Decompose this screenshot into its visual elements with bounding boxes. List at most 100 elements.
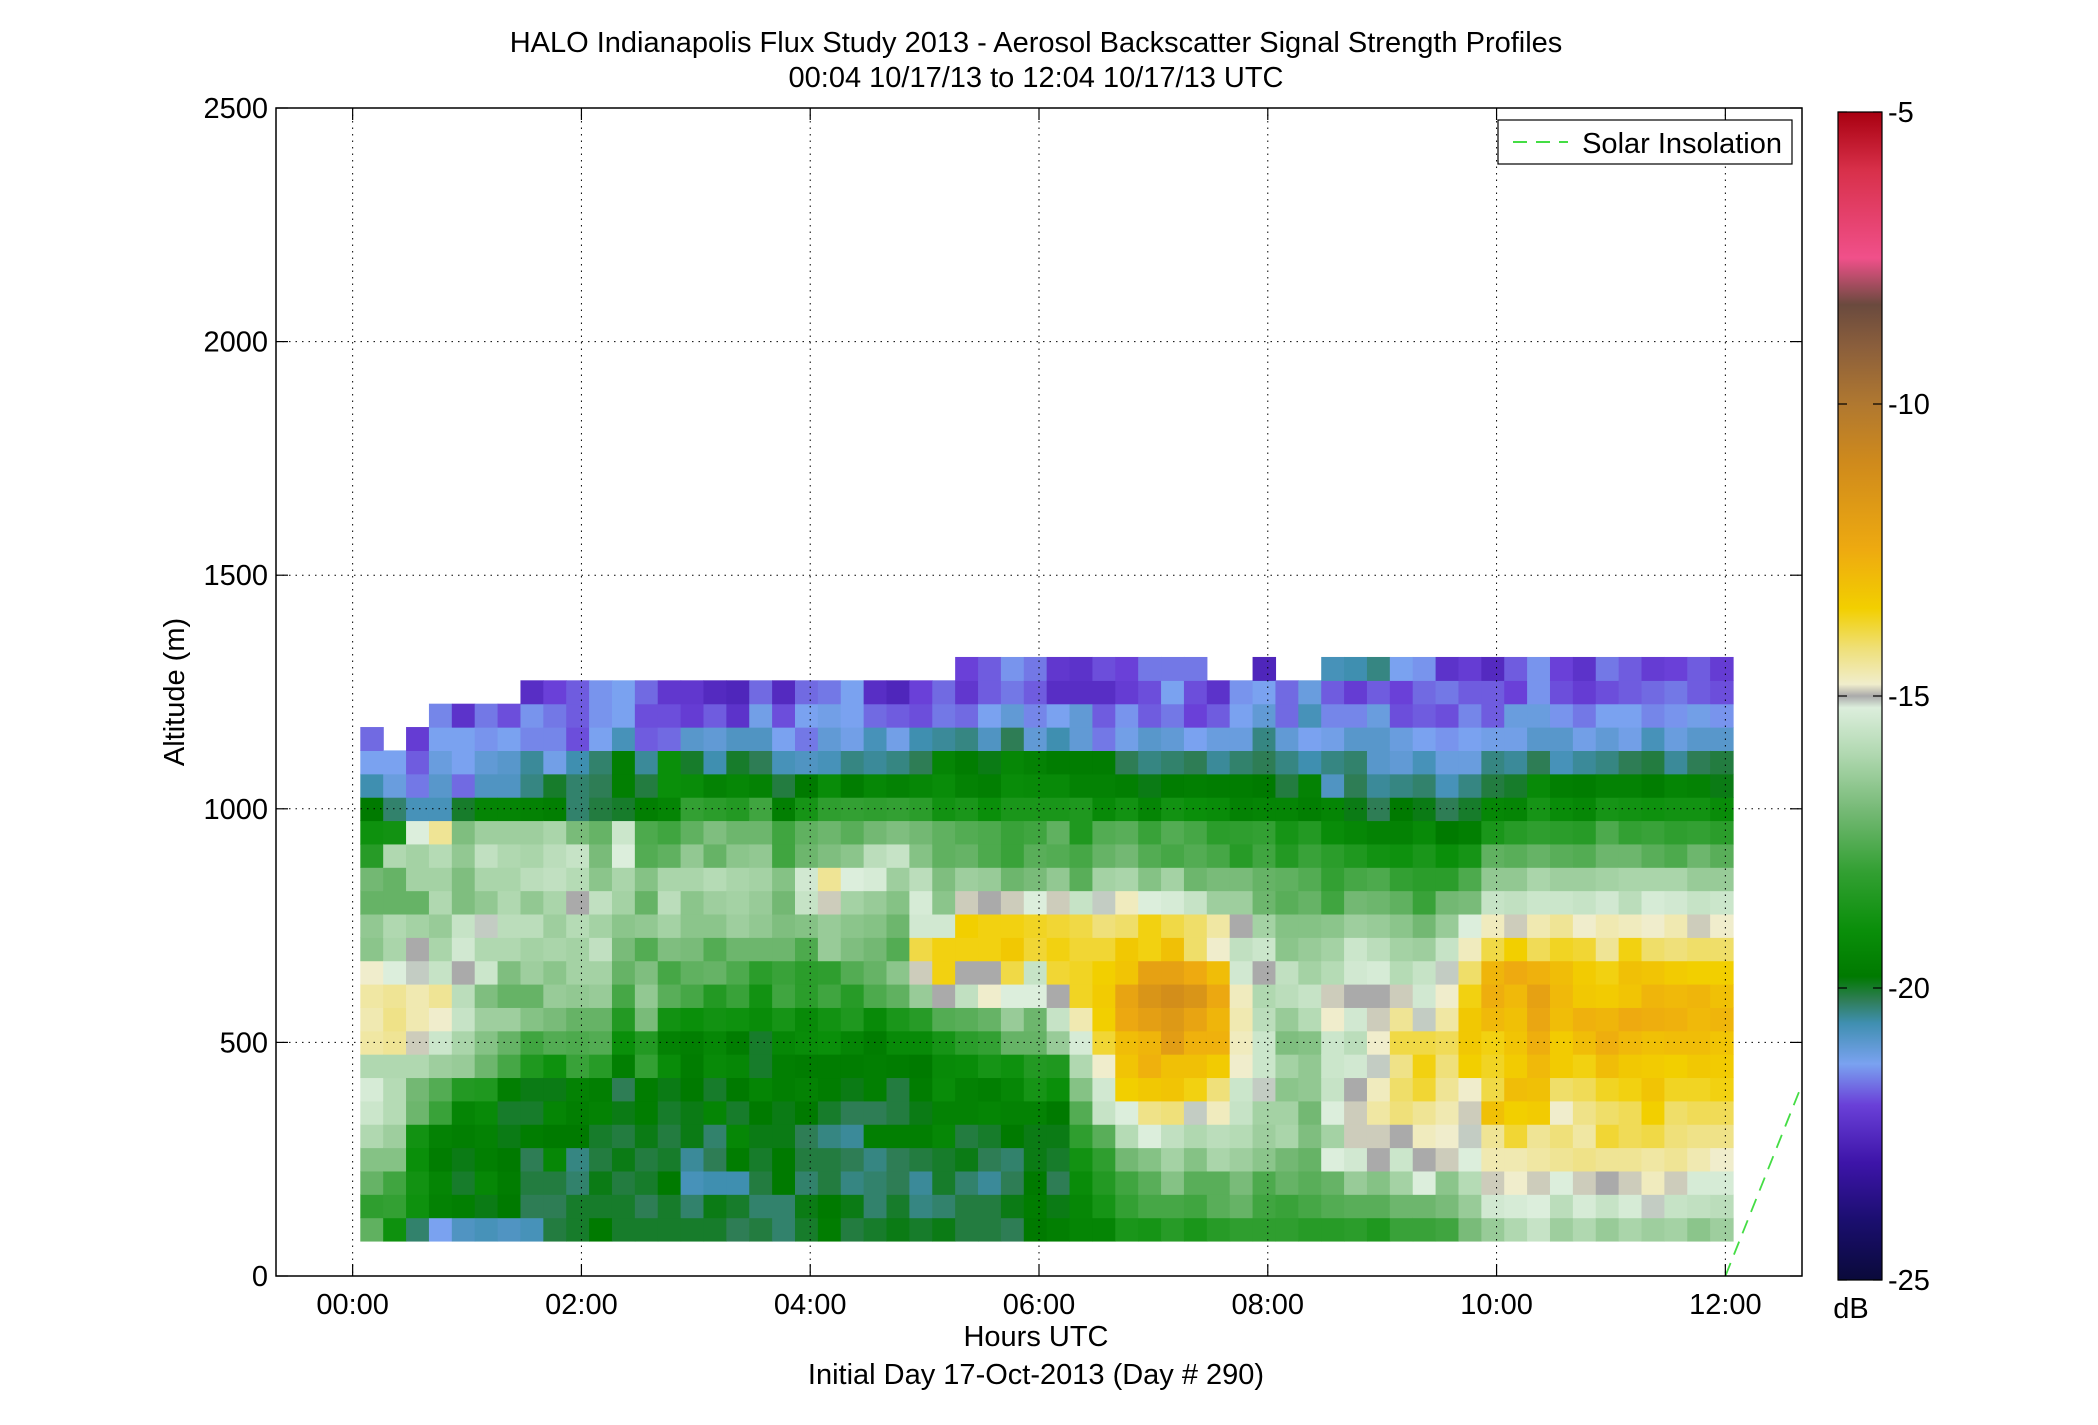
heatmap-cell [520,1100,544,1125]
heatmap-cell [1549,820,1574,845]
heatmap-cell [406,1194,430,1219]
heatmap-cell [1481,1194,1505,1219]
heatmap-cell [932,890,956,915]
heatmap-cell [428,1124,453,1149]
heatmap-cell [795,1054,819,1079]
heatmap-cell [1252,1194,1277,1219]
heatmap-cell [1641,1007,1665,1032]
heatmap-cell [520,913,544,938]
heatmap-cell [474,843,499,868]
heatmap-cell [1481,1147,1505,1172]
heatmap-cell [1046,820,1071,845]
heatmap-cell [1687,1030,1711,1055]
heatmap-cell [1504,820,1528,845]
heatmap-cell [1092,867,1116,892]
heatmap-cell [1115,984,1139,1008]
heatmap-cell [1092,703,1116,728]
heatmap-cell [795,820,819,845]
heatmap-cell [1275,797,1299,822]
heatmap-cell [566,727,590,751]
heatmap-cell [383,937,407,962]
x-axis-ticks: 00:00 02:00 04:00 06:00 08:00 10:00 12:00 [316,108,1762,1321]
heatmap-cell [451,1147,476,1172]
heatmap-cell [863,867,888,892]
heatmap-cell [1229,937,1254,962]
heatmap-cell [909,1054,933,1079]
heatmap-cell [932,1077,956,1102]
heatmap-cell [886,890,910,915]
heatmap-cell [1458,1170,1482,1195]
heatmap-cell [657,937,682,962]
heatmap-cell [520,1077,544,1102]
heatmap-cell [543,797,567,822]
heatmap-cell [406,1100,430,1125]
heatmap-cell [1504,1077,1528,1102]
heatmap-cell [1183,960,1208,985]
heatmap-cell [886,1147,910,1172]
heatmap-cell [1504,913,1528,938]
heatmap-cell [1206,960,1231,985]
heatmap-cell [451,750,476,775]
heatmap-cell [1504,867,1528,892]
heatmap-cell [840,1194,865,1219]
heatmap-cell [978,750,1002,775]
heatmap-cell [406,937,430,962]
heatmap-cell [817,1054,842,1079]
heatmap-cell [474,1007,499,1032]
heatmap-cell [1344,843,1368,868]
heatmap-cell [909,1217,933,1242]
heatmap-cell [1710,656,1734,681]
heatmap-cell [1092,1147,1116,1172]
y-tick-label: 2500 [203,93,268,125]
heatmap-cell [360,797,384,822]
heatmap-cell [566,703,590,728]
heatmap-cell [978,1007,1002,1032]
heatmap-cell [1161,1077,1185,1102]
heatmap-cell [1572,1007,1597,1032]
heatmap-cell [1435,960,1460,985]
heatmap-cell [1298,1170,1322,1195]
heatmap-cell [1023,680,1048,705]
heatmap-cell [1138,867,1162,892]
heatmap-cell [1572,890,1597,915]
heatmap-cell [1549,797,1574,822]
heatmap-cell [634,703,659,728]
heatmap-cell [1664,867,1688,892]
heatmap-cell [1344,960,1368,985]
heatmap-cell [978,984,1002,1008]
heatmap-cell [1710,937,1734,962]
heatmap-cell [1298,703,1322,728]
heatmap-cell [1504,797,1528,822]
heatmap-cell [1481,1170,1505,1195]
heatmap-cell [1229,867,1254,892]
heatmap-cell [1435,1170,1460,1195]
heatmap-cell [840,1170,865,1195]
heatmap-cell [1549,890,1574,915]
heatmap-cell [1664,960,1688,985]
heatmap-cell [1138,890,1162,915]
heatmap-cell [1321,960,1345,985]
heatmap-cell [1321,1100,1345,1125]
heatmap-cell [749,890,773,915]
heatmap-cell [1389,750,1414,775]
heatmap-cell [1549,984,1574,1008]
heatmap-cell [520,960,544,985]
heatmap-cell [1572,1100,1597,1125]
heatmap-cell [1458,1124,1482,1149]
heatmap-cell [566,1217,590,1242]
heatmap-cell [817,727,842,751]
heatmap-cell [360,727,384,751]
heatmap-cell [1344,820,1368,845]
heatmap-cell [955,1007,979,1032]
heatmap-cell [611,750,636,775]
heatmap-cell [1549,1170,1574,1195]
heatmap-cell [474,1054,499,1079]
heatmap-cell [1435,1077,1460,1102]
heatmap-cell [543,727,567,751]
heatmap-cell [1252,820,1277,845]
heatmap-cell [1183,1007,1208,1032]
heatmap-cell [520,867,544,892]
heatmap-cell [1664,984,1688,1008]
heatmap-cell [703,1030,727,1055]
heatmap-cell [1572,750,1597,775]
